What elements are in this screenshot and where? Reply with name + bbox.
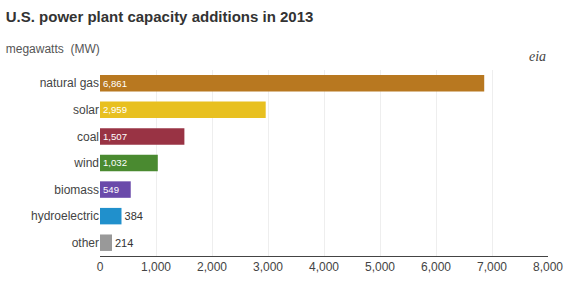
svg-text:biomass: biomass bbox=[54, 183, 99, 197]
svg-text:549: 549 bbox=[103, 184, 119, 195]
svg-text:1,000: 1,000 bbox=[141, 260, 171, 274]
svg-text:2,959: 2,959 bbox=[103, 104, 127, 115]
svg-text:megawatts (MW): megawatts (MW) bbox=[6, 42, 100, 56]
svg-text:wind: wind bbox=[73, 156, 99, 170]
svg-text:natural gas: natural gas bbox=[40, 76, 99, 90]
svg-text:5,000: 5,000 bbox=[365, 260, 395, 274]
svg-text:1,032: 1,032 bbox=[103, 157, 127, 168]
svg-text:solar: solar bbox=[73, 103, 99, 117]
svg-text:eia: eia bbox=[529, 49, 546, 64]
svg-text:3,000: 3,000 bbox=[253, 260, 283, 274]
svg-text:8,000: 8,000 bbox=[533, 260, 563, 274]
svg-text:4,000: 4,000 bbox=[309, 260, 339, 274]
svg-text:6,000: 6,000 bbox=[421, 260, 451, 274]
svg-text:hydroelectric: hydroelectric bbox=[31, 209, 99, 223]
svg-text:7,000: 7,000 bbox=[477, 260, 507, 274]
svg-text:214: 214 bbox=[115, 237, 133, 249]
svg-text:6,861: 6,861 bbox=[103, 78, 127, 89]
svg-text:2,000: 2,000 bbox=[197, 260, 227, 274]
svg-text:U.S. power plant capacity addi: U.S. power plant capacity additions in 2… bbox=[6, 8, 314, 25]
svg-text:1,507: 1,507 bbox=[103, 131, 127, 142]
svg-text:0: 0 bbox=[97, 260, 104, 274]
svg-text:coal: coal bbox=[77, 130, 99, 144]
svg-text:384: 384 bbox=[125, 210, 143, 222]
svg-text:other: other bbox=[72, 236, 99, 250]
